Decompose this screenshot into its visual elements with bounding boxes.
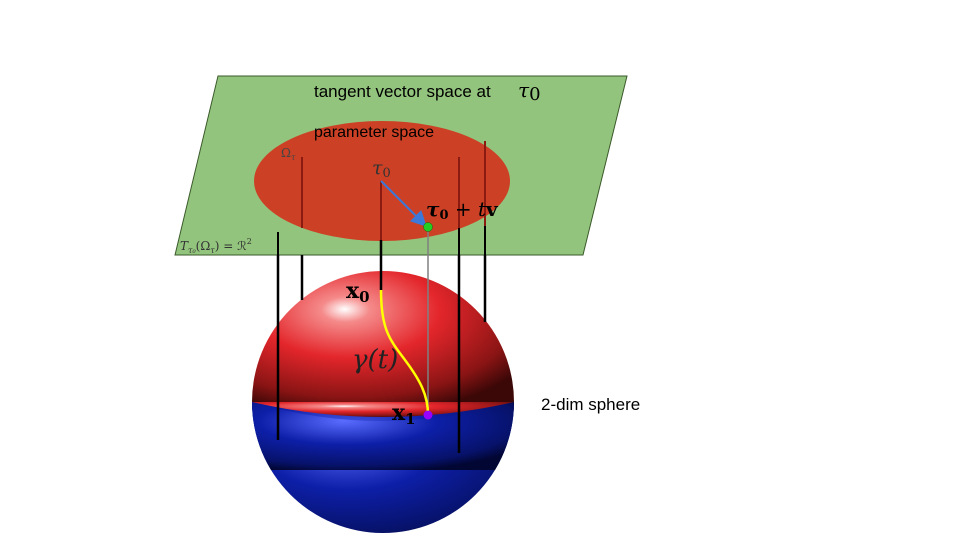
fiber-lines-plane xyxy=(277,226,486,255)
tau0-plus-tv-label: τ0 + tv xyxy=(426,197,499,223)
tau0-point-label: τ0 xyxy=(372,157,391,181)
tangent-space-tau0: τ0 xyxy=(518,78,541,105)
x0-label: x0 xyxy=(346,278,370,306)
fiber-lines-upper xyxy=(301,141,486,240)
purple-dot-icon xyxy=(423,410,433,420)
tangent-space-label: tangent vector space at xyxy=(314,82,491,101)
green-dot-icon xyxy=(423,222,433,232)
tangent-vector-arrow xyxy=(380,180,427,227)
parameter-space-label: parameter space xyxy=(314,124,434,141)
x1-label: x1 xyxy=(392,400,416,428)
gamma-label: γ(t) xyxy=(352,345,398,375)
fiber-lines-lower xyxy=(276,240,487,453)
sphere xyxy=(252,271,514,533)
sphere-label: 2-dim sphere xyxy=(541,395,640,414)
omega-tau-label: Ωτ xyxy=(281,146,296,162)
tangent-equation-label: Tτ₀(Ωτ) = ℛ2 xyxy=(180,237,252,255)
geodesic-curve xyxy=(379,289,430,416)
